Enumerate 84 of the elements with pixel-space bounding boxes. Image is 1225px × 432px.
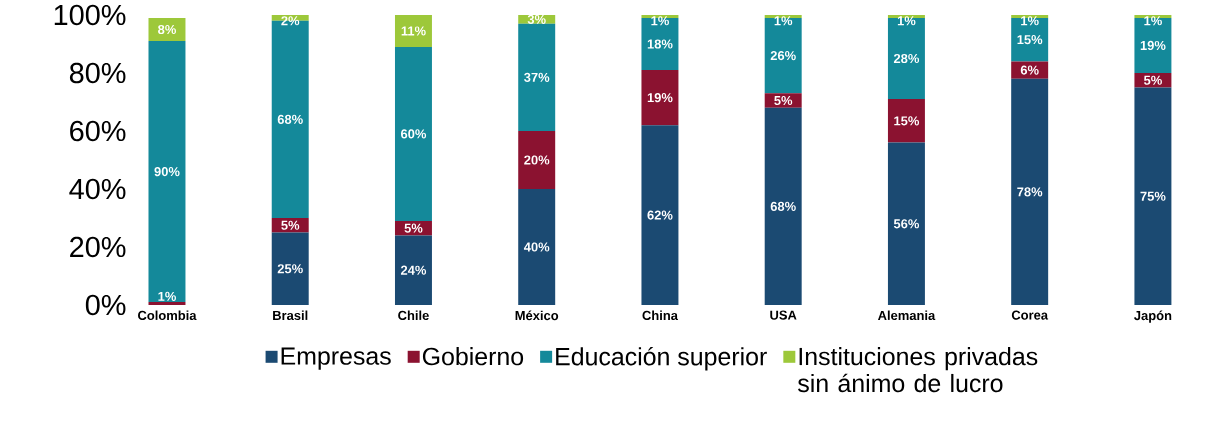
data-label: 68% xyxy=(770,201,796,211)
data-label: 56% xyxy=(893,219,920,229)
x-tick-label: USA xyxy=(770,310,797,320)
x-tick-label: China xyxy=(642,310,679,321)
x-tick-label: Corea xyxy=(1011,310,1049,320)
data-label: 62% xyxy=(647,210,673,220)
data-label: 1% xyxy=(897,16,916,26)
data-label: 8% xyxy=(158,24,176,35)
data-label: 1% xyxy=(1144,16,1162,26)
data-label: 15% xyxy=(1017,35,1043,45)
bar xyxy=(1134,87,1172,305)
bar xyxy=(641,17,679,71)
y-tick-label: 60% xyxy=(70,120,126,142)
data-label: 20% xyxy=(524,155,550,165)
y-tick-label: 80% xyxy=(69,62,126,84)
data-label: 15% xyxy=(894,116,920,126)
bar xyxy=(887,99,925,143)
y-tick-label: 20% xyxy=(70,236,126,258)
bar xyxy=(1134,17,1172,73)
legend-label: Empresas xyxy=(281,347,391,370)
legend-label: Gobierno xyxy=(422,347,524,366)
bar xyxy=(764,17,802,94)
bar xyxy=(518,131,556,189)
bar xyxy=(887,15,925,18)
bar xyxy=(1011,17,1049,62)
x-tick-label: Chile xyxy=(398,310,429,321)
data-label: 19% xyxy=(1140,40,1166,51)
x-tick-label: México xyxy=(515,310,559,321)
bar xyxy=(271,232,309,305)
data-label: 78% xyxy=(1017,187,1043,197)
x-tick-label: Japón xyxy=(1134,310,1172,323)
x-tick-label: Colombia xyxy=(138,310,197,321)
data-label: 3% xyxy=(527,14,546,24)
bar xyxy=(518,189,556,305)
bar xyxy=(394,15,432,47)
data-label: 24% xyxy=(400,265,427,275)
data-label: 11% xyxy=(401,26,426,36)
data-label: 25% xyxy=(277,264,303,274)
data-label: 2% xyxy=(281,16,300,26)
bar xyxy=(641,15,679,18)
data-label: 40% xyxy=(523,242,550,252)
data-label: 6% xyxy=(1020,65,1039,75)
bar xyxy=(148,302,186,305)
bar xyxy=(887,142,925,305)
bar xyxy=(148,41,186,303)
data-label: 37% xyxy=(524,72,550,82)
bar xyxy=(641,125,679,305)
data-label: 68% xyxy=(277,114,303,124)
bar xyxy=(1011,61,1049,79)
data-label: 5% xyxy=(774,95,793,106)
bar xyxy=(518,23,556,131)
data-label: 1% xyxy=(1021,16,1039,26)
y-tick-label: 100% xyxy=(54,4,126,26)
x-tick-label: Alemania xyxy=(877,310,936,321)
bar xyxy=(271,218,309,233)
data-label: 5% xyxy=(1143,75,1162,85)
data-label: 1% xyxy=(651,16,669,26)
bar xyxy=(148,17,186,42)
data-label: 19% xyxy=(647,93,673,103)
data-label: 75% xyxy=(1140,191,1166,201)
bar xyxy=(764,15,802,18)
bar xyxy=(764,93,802,108)
data-label: 5% xyxy=(281,220,300,230)
data-label: 26% xyxy=(770,51,796,61)
legend-label: Instituciones privadas sin ánimo de lucro xyxy=(798,347,1038,393)
data-label: 28% xyxy=(893,53,920,64)
data-label: 60% xyxy=(400,129,427,139)
legend-label: Educación superior xyxy=(556,346,767,371)
bar xyxy=(1134,15,1172,18)
bar xyxy=(1011,78,1049,305)
y-tick-label: 0% xyxy=(85,294,126,316)
y-tick-label: 40% xyxy=(69,178,126,200)
data-label: 1% xyxy=(158,291,176,301)
x-tick-label: Brasil xyxy=(273,310,308,321)
bar xyxy=(641,70,679,126)
bar xyxy=(394,235,432,305)
data-label: 5% xyxy=(404,223,423,233)
bar xyxy=(1011,15,1049,18)
data-label: 90% xyxy=(154,167,180,177)
data-label: 18% xyxy=(647,39,673,49)
data-label: 1% xyxy=(774,16,793,26)
bar xyxy=(764,107,802,305)
bar xyxy=(887,17,925,100)
bar xyxy=(394,46,432,221)
